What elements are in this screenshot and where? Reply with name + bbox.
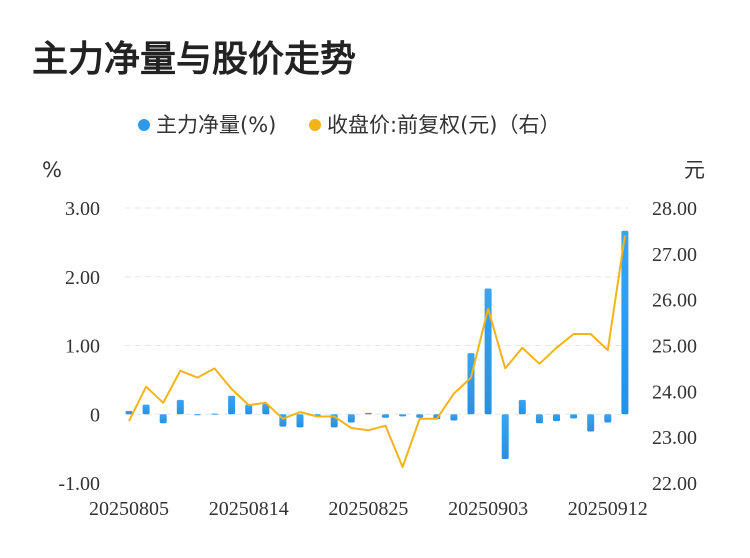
left-axis-unit: % (42, 158, 62, 182)
line-series (128, 235, 626, 468)
bar (587, 414, 595, 432)
bar (382, 414, 389, 418)
left-axis: -1.00 0 1.00 2.00 3.00 (58, 198, 100, 495)
right-axis-unit: 元 (684, 158, 705, 182)
gridlines (125, 207, 628, 415)
bar (399, 414, 407, 417)
bar (535, 414, 543, 424)
legend: 主力净量(%) 收盘价:前复权(元)（右） (138, 113, 560, 137)
right-tick-label: 22.00 (652, 473, 697, 495)
legend-label-net-volume: 主力净量(%) (156, 113, 276, 137)
bar (501, 414, 509, 459)
bar (245, 404, 253, 415)
bar (364, 412, 372, 415)
legend-marker-net-volume (138, 119, 150, 131)
right-axis: 22.00 23.00 24.00 25.00 26.00 27.00 28.00 (652, 198, 697, 495)
x-tick-label: 20250814 (209, 498, 289, 520)
bar (211, 413, 218, 415)
chart-title: 主力净量与股价走势 (32, 39, 357, 80)
left-tick-label: 3.00 (65, 198, 100, 220)
x-tick-label: 20250805 (89, 498, 169, 520)
bar (621, 230, 629, 415)
bar (518, 399, 526, 415)
bar (347, 414, 355, 423)
left-tick-label: 0 (90, 404, 100, 426)
right-tick-label: 24.00 (652, 381, 697, 403)
left-tick-label: 2.00 (65, 267, 100, 289)
bar (262, 403, 270, 415)
bar (176, 399, 184, 415)
bar (296, 414, 304, 428)
right-tick-label: 28.00 (652, 198, 697, 220)
bar (553, 414, 560, 422)
price-line (128, 235, 626, 468)
bar (416, 414, 424, 418)
legend-label-close-price: 收盘价:前复权(元)（右） (327, 113, 560, 137)
right-tick-label: 27.00 (652, 244, 697, 266)
right-tick-label: 25.00 (652, 336, 697, 358)
bar (228, 395, 236, 415)
x-tick-label: 20250903 (448, 498, 528, 520)
legend-marker-close-price (309, 119, 321, 131)
bar (125, 410, 133, 415)
bar (570, 414, 578, 419)
bar (159, 414, 167, 424)
x-tick-label: 20250912 (568, 498, 648, 520)
x-tick-label: 20250825 (328, 498, 408, 520)
bar (142, 404, 150, 415)
bar (193, 414, 201, 416)
right-tick-label: 26.00 (652, 290, 697, 312)
left-tick-label: -1.00 (58, 473, 100, 495)
x-axis: 20250805 20250814 20250825 20250903 20250912 (89, 498, 648, 520)
bar-series (125, 230, 629, 459)
bar (604, 414, 612, 423)
left-tick-label: 1.00 (65, 336, 100, 358)
right-tick-label: 23.00 (652, 427, 697, 449)
bar (450, 414, 458, 421)
bar (467, 353, 475, 415)
bar (484, 288, 492, 415)
